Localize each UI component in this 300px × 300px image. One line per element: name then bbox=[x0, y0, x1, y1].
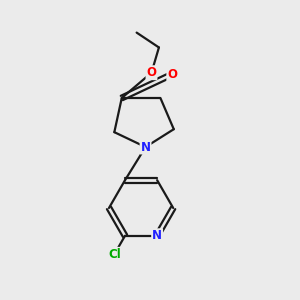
Text: O: O bbox=[146, 66, 157, 79]
Text: N: N bbox=[152, 229, 162, 242]
Text: O: O bbox=[167, 68, 177, 81]
Text: Cl: Cl bbox=[108, 248, 121, 261]
Text: N: N bbox=[140, 140, 151, 154]
